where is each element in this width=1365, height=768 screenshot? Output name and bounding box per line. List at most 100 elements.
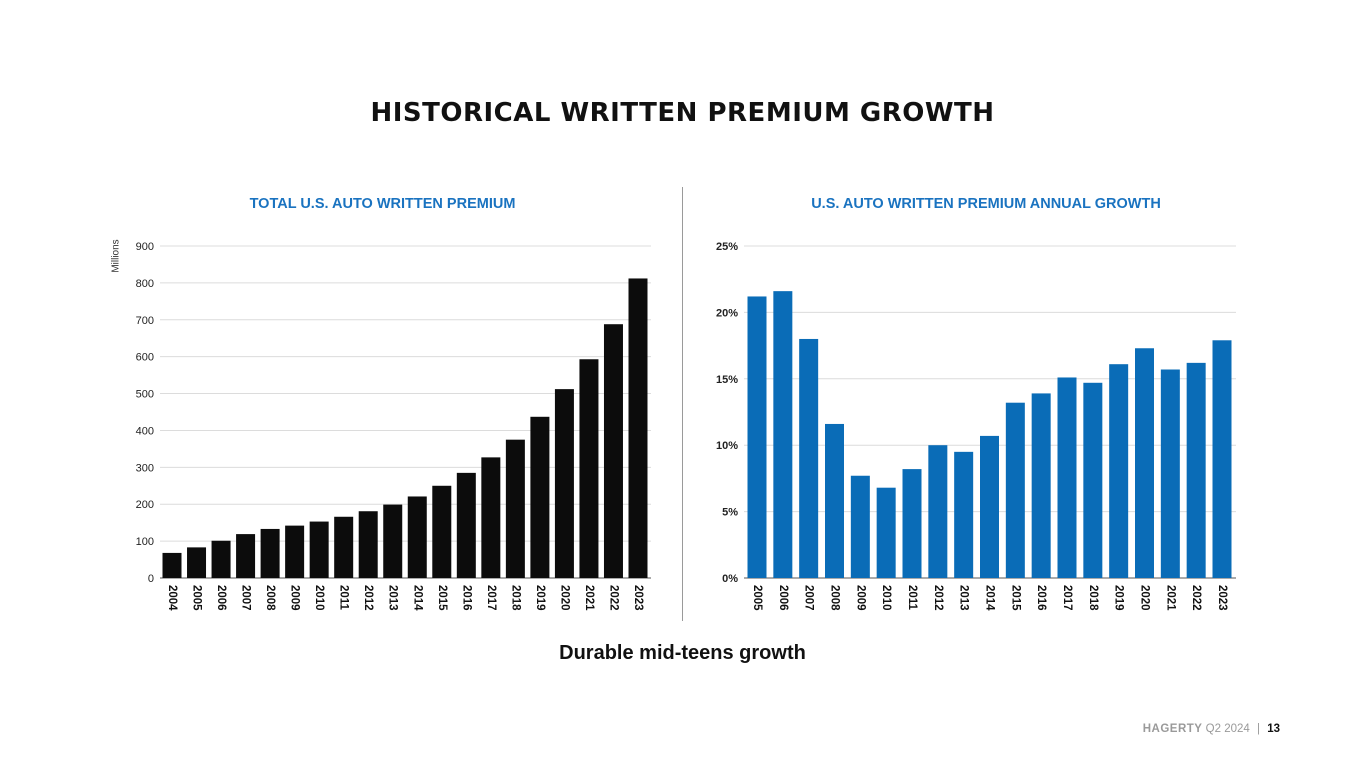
left-x-tick-label-2007: 2007	[240, 585, 252, 611]
right-x-tick-label-2018: 2018	[1087, 585, 1099, 611]
right-x-tick-label-2023: 2023	[1216, 585, 1228, 611]
right-bar-2006	[773, 291, 793, 578]
chart-divider	[682, 187, 683, 621]
page-title: HISTORICAL WRITTEN PREMIUM GROWTH	[370, 98, 995, 128]
left-y-tick-label: 700	[136, 315, 154, 327]
left-bar-2009	[285, 525, 305, 578]
right-x-tick-label-2021: 2021	[1164, 585, 1176, 611]
right-y-tick-label: 20%	[716, 307, 738, 319]
left-x-tick-label-2018: 2018	[509, 585, 521, 611]
left-x-tick-label-2008: 2008	[264, 585, 276, 611]
right-x-tick-label-2008: 2008	[829, 585, 841, 611]
right-x-tick-label-2010: 2010	[880, 585, 892, 611]
left-bar-2008	[260, 528, 280, 578]
left-y-tick-label: 800	[136, 278, 154, 290]
page-subtitle: Durable mid-teens growth	[559, 642, 806, 664]
right-x-tick-label-2009: 2009	[854, 585, 866, 611]
left-x-tick-label-2015: 2015	[436, 585, 448, 611]
right-bar-2021	[1160, 369, 1180, 578]
left-bar-2012	[358, 511, 378, 578]
left-y-tick-label: 300	[136, 462, 154, 474]
right-bar-2012	[928, 445, 948, 578]
footer: HAGERTY Q2 2024 | 13	[1143, 723, 1280, 735]
right-bar-2016	[1031, 393, 1051, 578]
right-bar-2013	[954, 451, 974, 578]
right-bar-2010	[876, 487, 896, 578]
right-x-tick-label-2020: 2020	[1139, 585, 1151, 611]
right-bar-2015	[1005, 402, 1025, 578]
right-bar-2009	[850, 475, 870, 578]
left-y-tick-label: 200	[136, 499, 154, 511]
right-x-tick-label-2005: 2005	[751, 585, 763, 611]
left-bar-2019	[530, 416, 550, 578]
right-bar-2011	[902, 469, 922, 578]
left-x-tick-label-2020: 2020	[558, 585, 570, 611]
right-bar-2007	[799, 338, 819, 578]
left-x-tick-label-2010: 2010	[313, 585, 325, 611]
left-y-tick-label: 500	[136, 389, 154, 401]
right-x-tick-label-2013: 2013	[958, 585, 970, 611]
left-bar-2014	[407, 496, 427, 578]
right-bar-2017	[1057, 377, 1077, 578]
right-bar-2014	[980, 435, 999, 578]
left-x-tick-label-2017: 2017	[485, 585, 497, 611]
left-x-tick-label-2005: 2005	[191, 585, 203, 611]
right-y-tick-label: 15%	[716, 374, 738, 386]
left-x-tick-label-2023: 2023	[632, 585, 644, 611]
right-x-tick-label-2016: 2016	[1035, 585, 1047, 611]
left-x-tick-label-2009: 2009	[289, 585, 301, 611]
right-x-tick-label-2019: 2019	[1113, 585, 1125, 611]
left-bar-2017	[481, 457, 501, 578]
left-y-tick-label: 600	[136, 352, 154, 364]
left-bar-2022	[603, 324, 623, 578]
left-y-tick-label: 100	[136, 536, 154, 548]
left-y-tick-label: 900	[136, 241, 154, 253]
right-bar-2018	[1083, 382, 1103, 578]
right-y-tick-label: 10%	[716, 440, 738, 452]
left-x-tick-label-2022: 2022	[607, 585, 619, 611]
right-bar-2020	[1135, 348, 1154, 578]
left-bar-2016	[456, 472, 476, 578]
right-x-tick-label-2006: 2006	[777, 585, 789, 611]
footer-page-number: 13	[1267, 723, 1280, 735]
left-bar-2007	[236, 534, 256, 578]
right-bar-2019	[1109, 364, 1129, 578]
left-bar-2010	[309, 521, 329, 578]
right-bar-2022	[1186, 362, 1206, 578]
left-x-tick-label-2011: 2011	[338, 585, 350, 611]
left-chart-title: TOTAL U.S. AUTO WRITTEN PREMIUM	[249, 196, 516, 212]
left-x-tick-label-2004: 2004	[166, 585, 178, 611]
left-x-tick-label-2012: 2012	[362, 585, 374, 611]
right-x-tick-label-2012: 2012	[932, 585, 944, 611]
left-bar-2011	[334, 516, 354, 578]
right-y-tick-label: 5%	[722, 507, 738, 519]
left-y-tick-label: 400	[136, 425, 154, 437]
right-x-tick-label-2014: 2014	[984, 585, 996, 611]
left-bar-2023	[628, 278, 648, 578]
right-y-tick-label: 25%	[716, 241, 738, 253]
right-bar-2023	[1212, 340, 1232, 578]
right-y-tick-label: 0%	[722, 573, 738, 585]
right-x-tick-label-2022: 2022	[1190, 585, 1202, 611]
left-x-tick-label-2021: 2021	[583, 585, 595, 611]
left-bar-2020	[554, 389, 574, 578]
left-x-tick-label-2006: 2006	[215, 585, 227, 611]
left-bar-2005	[187, 547, 207, 578]
footer-period: Q2 2024	[1205, 723, 1250, 735]
right-x-tick-label-2015: 2015	[1009, 585, 1021, 611]
left-bar-2004	[162, 552, 182, 578]
left-bar-2021	[579, 359, 599, 578]
left-x-tick-label-2019: 2019	[534, 585, 546, 611]
left-bar-2013	[383, 504, 403, 578]
right-x-tick-label-2017: 2017	[1061, 585, 1073, 611]
left-bar-2018	[505, 439, 525, 578]
right-bar-2005	[747, 296, 767, 578]
left-y-tick-label: 0	[148, 573, 154, 585]
right-bar-2008	[825, 423, 844, 578]
left-x-tick-label-2016: 2016	[460, 585, 472, 611]
left-x-tick-label-2013: 2013	[387, 585, 399, 611]
footer-separator: |	[1257, 723, 1260, 735]
left-bar-2006	[211, 540, 231, 578]
